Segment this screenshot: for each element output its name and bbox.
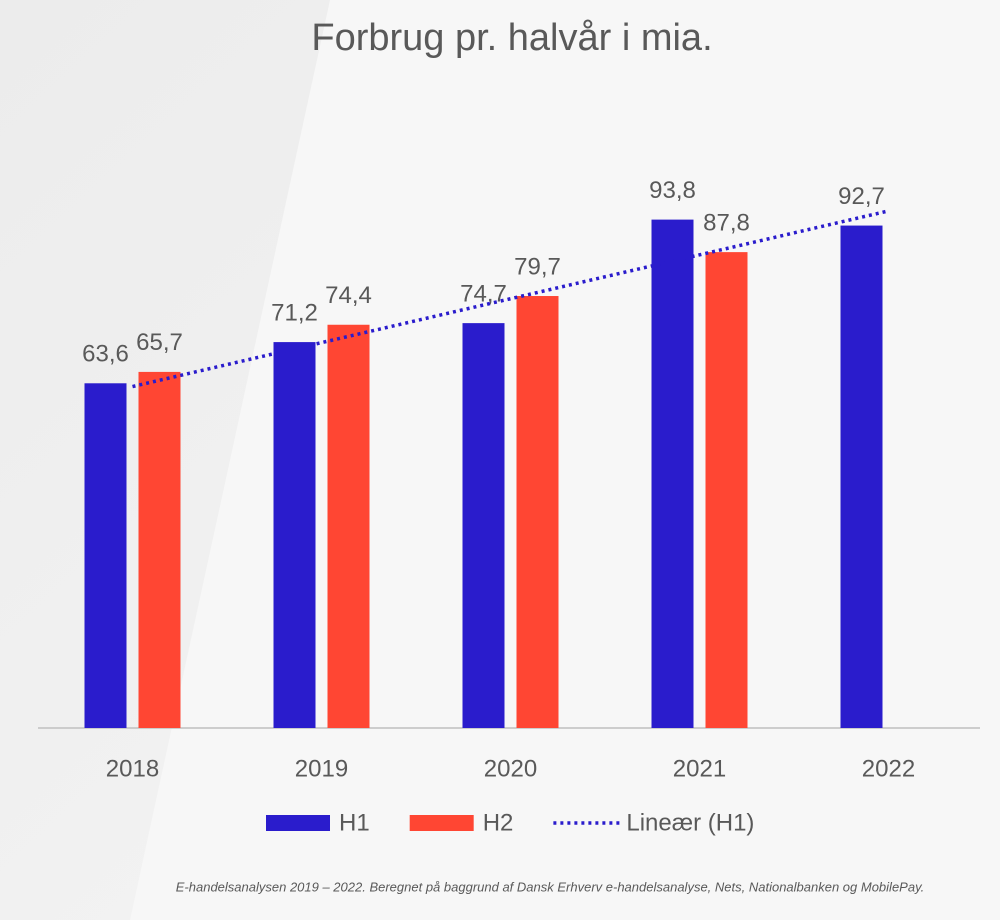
value-label: 63,6	[82, 341, 129, 368]
bar	[327, 324, 370, 728]
bar	[84, 383, 127, 728]
value-label: 92,7	[838, 183, 885, 210]
trend-line	[132, 209, 889, 389]
legend-swatch	[409, 815, 474, 831]
x-tick-label: 2019	[295, 755, 348, 782]
value-label: 65,7	[136, 329, 183, 356]
value-label: 71,2	[271, 299, 318, 326]
bar	[651, 219, 694, 728]
chart-title: Forbrug pr. halvår i mia.	[311, 17, 712, 59]
value-label: 74,7	[460, 280, 507, 307]
source-note: E-handelsanalysen 2019 – 2022. Beregnet …	[176, 879, 924, 894]
legend-swatch	[266, 815, 330, 831]
x-tick-label: 2020	[484, 755, 537, 782]
bar	[705, 252, 748, 728]
x-tick-label: 2021	[673, 755, 726, 782]
value-label: 79,7	[514, 253, 561, 280]
value-label: 93,8	[649, 177, 696, 204]
x-tick-label: 2022	[862, 755, 915, 782]
value-label: 87,8	[703, 209, 750, 236]
value-label: 74,4	[325, 282, 372, 309]
bar	[462, 323, 505, 728]
bar	[516, 296, 559, 728]
bar	[138, 371, 181, 728]
legend-label: H1	[339, 809, 370, 836]
bar	[273, 342, 316, 728]
x-tick-label: 2018	[106, 755, 159, 782]
legend-label: Lineær (H1)	[626, 809, 754, 836]
legend-label: H2	[483, 809, 514, 836]
bar	[840, 225, 883, 729]
